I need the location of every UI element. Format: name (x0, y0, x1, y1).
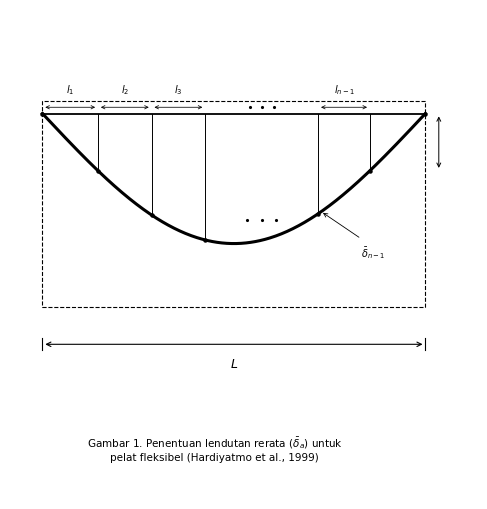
Text: Gambar 1. Penentuan lendutan rerata ($\bar{\delta}_a$) untuk
pelat fleksibel (Ha: Gambar 1. Penentuan lendutan rerata ($\b… (87, 435, 343, 462)
Text: $\bar{\delta}_{n-1}$: $\bar{\delta}_{n-1}$ (361, 244, 386, 260)
Text: $l_3$: $l_3$ (174, 83, 183, 97)
Text: $l_1$: $l_1$ (66, 83, 75, 97)
Text: $l_{n-1}$: $l_{n-1}$ (334, 83, 355, 97)
Text: $L$: $L$ (230, 357, 238, 370)
Text: $l_2$: $l_2$ (121, 83, 129, 97)
